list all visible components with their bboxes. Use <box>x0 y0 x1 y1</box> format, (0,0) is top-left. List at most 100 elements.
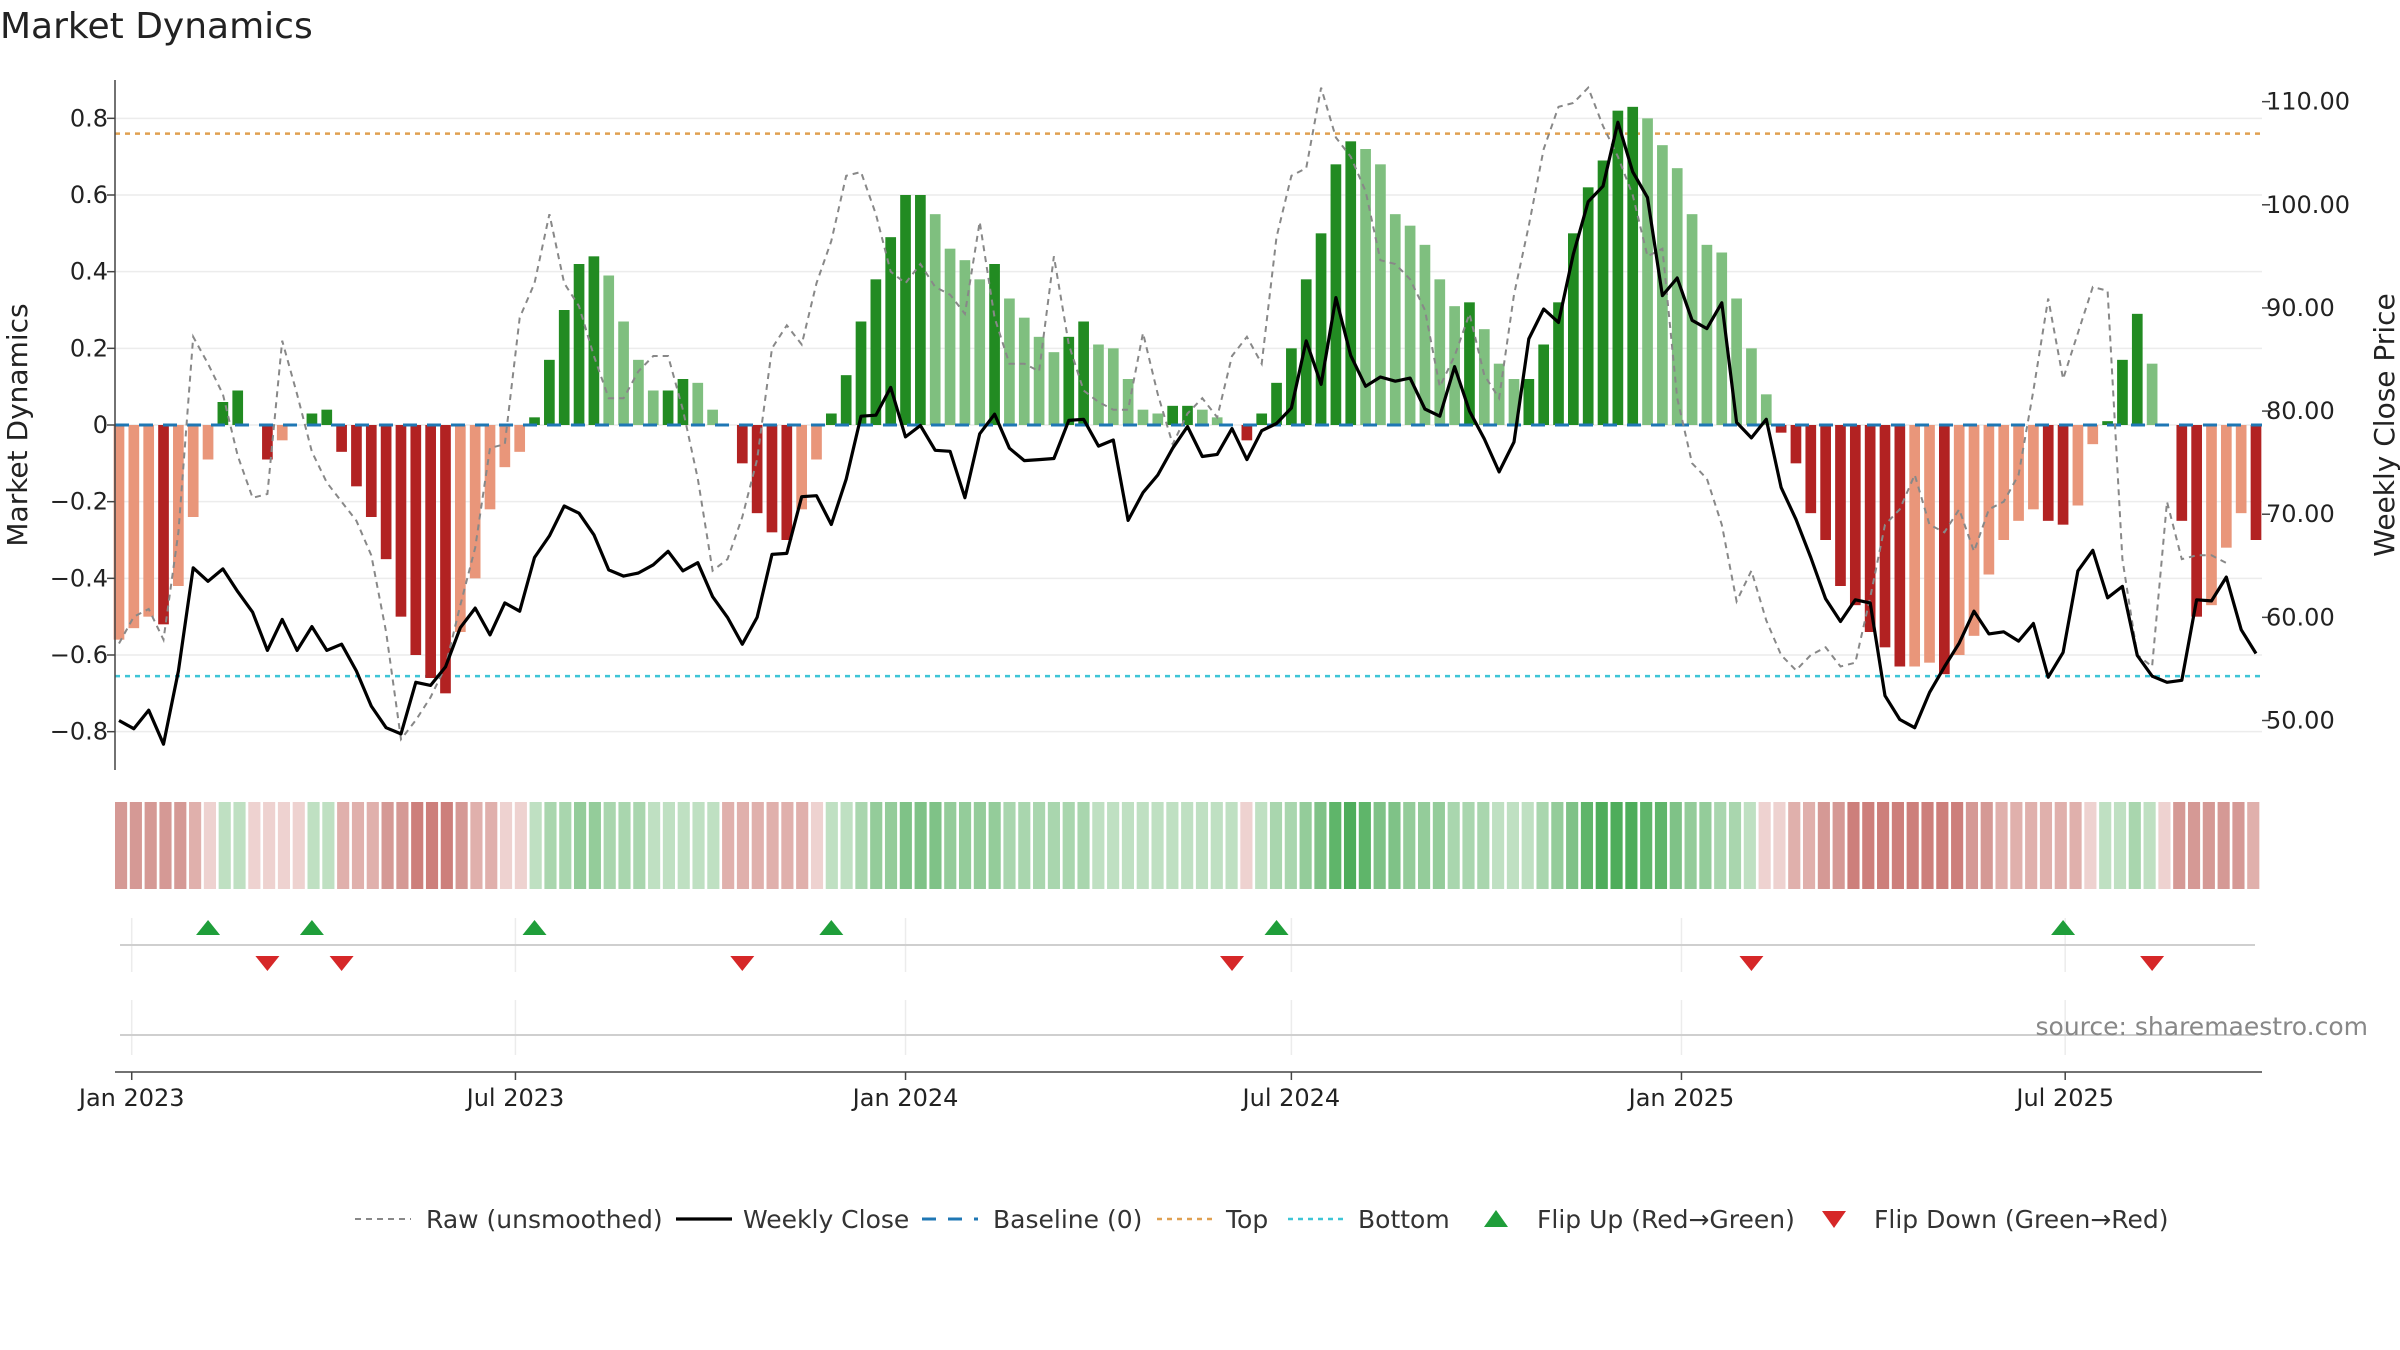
bar <box>351 425 362 487</box>
strip-cell <box>559 802 572 889</box>
bar <box>1300 279 1312 425</box>
bar <box>1627 106 1639 425</box>
flip-up-marker <box>522 920 547 935</box>
bar <box>1553 302 1564 425</box>
x-tick-label: Jul 2024 <box>1241 1084 1341 1112</box>
strip-cell <box>1181 802 1194 889</box>
strip-cell <box>1447 802 1460 889</box>
strip-cell <box>1062 802 1075 889</box>
strip-cell <box>1832 802 1845 889</box>
strip-cell <box>2232 802 2245 889</box>
bar <box>321 409 333 425</box>
strip-cell <box>1862 802 1875 889</box>
strip-cell <box>470 802 483 889</box>
bar <box>751 425 763 514</box>
source-note: source: sharemaestro.com <box>2036 1012 2369 1041</box>
strip-cell <box>1595 802 1608 889</box>
bar <box>1404 225 1416 425</box>
bar <box>1909 425 1921 667</box>
bar <box>1894 425 1906 667</box>
flip-down-marker <box>2140 956 2165 971</box>
bar <box>1523 379 1535 425</box>
strip-cell <box>1758 802 1771 889</box>
strip-cell <box>662 802 675 889</box>
bar <box>885 237 897 425</box>
flip-down-marker <box>255 956 280 971</box>
strip-cell <box>929 802 942 889</box>
strip-cell <box>751 802 764 889</box>
bar <box>1939 425 1950 675</box>
strip-cell <box>1891 802 1904 889</box>
strip-cell <box>2010 802 2023 889</box>
bar <box>959 260 971 425</box>
strip-cell <box>796 802 809 889</box>
strip-cell <box>1995 802 2008 889</box>
legend-item: Weekly Close <box>676 1205 909 1234</box>
strip-cell <box>2069 802 2082 889</box>
strip-cell <box>396 802 409 889</box>
flip-up-marker <box>299 920 324 935</box>
legend-label: Baseline (0) <box>993 1205 1142 1234</box>
strip-cell <box>1980 802 1993 889</box>
bar <box>2028 425 2039 510</box>
legend-label: Raw (unsmoothed) <box>426 1205 663 1234</box>
strip-cell <box>174 802 187 889</box>
y-axis-left: 0.8 0.6 0.4 0.2 0 −0.2 −0.4 −0.6 −0.8 <box>50 80 116 770</box>
strip-cell <box>1817 802 1830 889</box>
bar <box>766 425 778 533</box>
bar <box>1805 425 1817 514</box>
bar <box>1568 233 1579 425</box>
strip-cell <box>2247 802 2260 889</box>
bar <box>380 425 392 560</box>
bar <box>2191 425 2202 617</box>
strip-cell <box>233 802 246 889</box>
y2-axis-title: Weekly Close Price <box>2368 293 2400 556</box>
flip-down-marker <box>730 956 755 971</box>
bar <box>796 425 807 510</box>
strip-cell <box>1225 802 1238 889</box>
flip-up-marker <box>2051 920 2076 935</box>
strip-cell <box>499 802 513 889</box>
strip-cell <box>944 802 957 889</box>
strip-cell <box>736 802 750 889</box>
bar <box>588 256 600 425</box>
strip-cell <box>322 802 335 889</box>
strip-cell <box>1003 802 1016 889</box>
strip-cell <box>1536 802 1549 889</box>
strip-cell <box>973 802 986 889</box>
bar <box>2220 425 2232 548</box>
strip-cell <box>2084 802 2097 889</box>
bar <box>262 425 273 460</box>
strip-cell <box>2202 802 2215 889</box>
bar <box>1582 187 1594 425</box>
strip-cell <box>2143 802 2156 889</box>
strip-cell <box>1521 802 1534 889</box>
strip-cell <box>1477 802 1490 889</box>
bar <box>1315 233 1327 425</box>
strip-cell <box>440 802 453 889</box>
bar <box>811 425 822 460</box>
bar <box>840 375 852 425</box>
strip-cell <box>1418 802 1431 889</box>
y-tick-label: −0.6 <box>50 641 108 669</box>
bar <box>1597 160 1609 425</box>
bar <box>1256 413 1268 425</box>
strip-cell <box>1299 802 1312 889</box>
bar <box>1508 379 1520 425</box>
strip-cell <box>588 802 601 889</box>
strip-cell <box>1847 802 1860 889</box>
bar <box>2176 425 2188 521</box>
strip-cell <box>1373 802 1386 889</box>
strip-cell <box>544 802 557 889</box>
strip-cell <box>2158 802 2171 889</box>
legend-item: Baseline (0) <box>922 1205 1142 1234</box>
strip-cell <box>1255 802 1268 889</box>
y-axis-title: Market Dynamics <box>1 303 34 546</box>
bar <box>1048 352 1060 425</box>
y2-tick-label: 90.00 <box>2266 294 2335 322</box>
strip-cell <box>2054 802 2067 889</box>
strip-cell <box>1625 802 1638 889</box>
bar <box>573 264 585 425</box>
